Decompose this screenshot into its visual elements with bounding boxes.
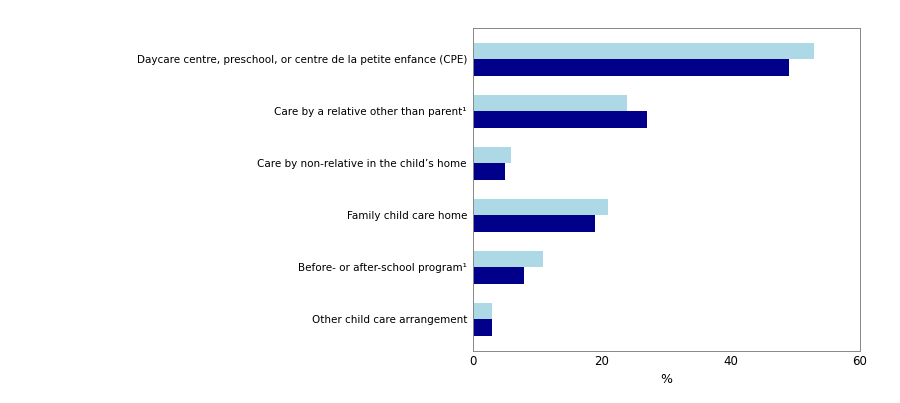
Bar	[472, 319, 491, 336]
Bar	[472, 95, 627, 112]
Bar	[472, 199, 608, 215]
Bar	[472, 215, 595, 232]
Bar	[472, 251, 544, 267]
Bar	[472, 267, 524, 284]
Bar	[472, 112, 647, 128]
Bar	[472, 303, 491, 319]
Bar	[472, 164, 505, 180]
X-axis label: %: %	[660, 373, 672, 386]
Bar	[472, 43, 814, 60]
Bar	[472, 60, 788, 76]
Bar	[472, 147, 511, 164]
